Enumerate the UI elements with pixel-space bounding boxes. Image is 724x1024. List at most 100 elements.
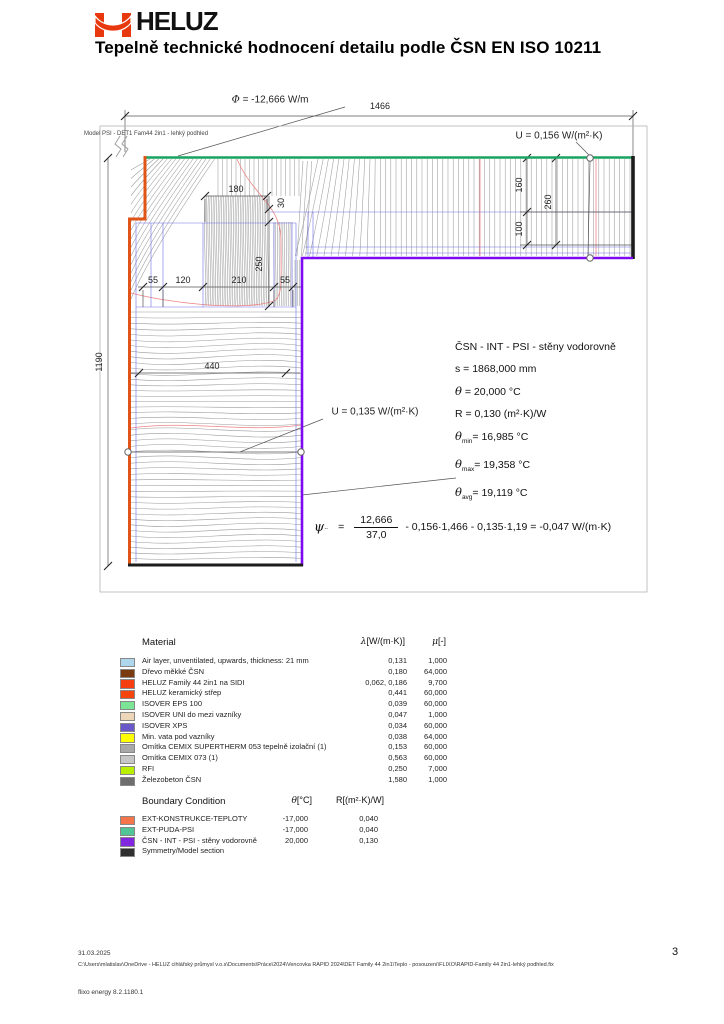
legend-label: EXT-KONSTRUKCE-TEPLOTY	[142, 814, 248, 823]
r-value: 0,040	[359, 824, 378, 834]
material-row: ISOVER UNI do mezi vazníky 0,047 1,000	[118, 710, 458, 721]
legend-swatch	[120, 722, 135, 732]
legend-swatch	[120, 700, 135, 711]
legend-label: ČSN - INT - PSI - stěny vodorovně	[142, 835, 257, 845]
u-value-top: U = 0,156 W/(m²·K)	[515, 130, 603, 142]
info-line: s = 1868,000 mm	[455, 363, 537, 375]
mu-value: 60,000	[424, 699, 447, 709]
legend-label: ISOVER XPS	[142, 720, 188, 730]
material-row: Dřevo měkké ČSN 0,180 64,000	[118, 667, 458, 678]
legend-label: Dřevo měkké ČSN	[142, 666, 205, 676]
info-line: θ = 20,000 °C	[455, 384, 521, 398]
theta-value: 20,000	[285, 835, 308, 845]
lambda-value: 0,180	[388, 666, 407, 676]
legend-label: ISOVER EPS 100	[142, 699, 203, 709]
boundary-row: EXT-KONSTRUKCE-TEPLOTY -17,000 0,040	[118, 814, 388, 825]
boundary-row: Symmetry/Model section	[118, 846, 388, 858]
info-line: R = 0,130 (m²·K)/W	[455, 408, 547, 420]
mu-value: 60,000	[424, 753, 447, 763]
legend-label: Symmetry/Model section	[142, 846, 225, 856]
dimension-lines	[107, 106, 634, 566]
mu-value: 1,000	[428, 774, 447, 784]
lambda-value: 0,039	[388, 699, 407, 709]
lambda-value: 0,153	[388, 742, 407, 752]
material-row: Min. vata pod vazníky 0,038 64,000	[118, 732, 458, 743]
mu-value: 64,000	[424, 731, 447, 741]
legend-swatch	[120, 754, 135, 765]
legend-swatch	[120, 711, 135, 721]
mu-value: 60,000	[424, 742, 447, 752]
footer-file-path: C:\Users\mlatislav\OneDrive - HELUZ cihl…	[78, 962, 554, 968]
lambda-value: 0,131	[388, 656, 407, 665]
measure-node	[124, 448, 132, 456]
legend-label: EXT-PUDA-PSI	[142, 824, 195, 834]
info-line: θmax= 19,358 °C	[455, 457, 531, 474]
lambda-value: 0,062, 0,186	[365, 677, 407, 687]
material-row: ISOVER XPS 0,034 60,000	[118, 721, 458, 732]
boundary-info-block: ČSN - INT - PSI - stěny vodorovně s = 186…	[455, 336, 616, 509]
material-table-title: Material	[142, 637, 176, 648]
lambda-value: 0,441	[388, 688, 407, 698]
dim-250: 250	[254, 256, 264, 272]
lambda-value: 0,563	[388, 753, 407, 763]
measure-node	[586, 154, 594, 162]
info-line: θavg= 19,119 °C	[455, 485, 528, 502]
info-line: ČSN - INT - PSI - stěny vodorovně	[455, 341, 616, 353]
dim-440: 440	[204, 361, 220, 371]
boundary-row: EXT-PUDA-PSI -17,000 0,040	[118, 825, 388, 836]
r-column-header: R[(m²·K)/W]	[336, 795, 384, 805]
legend-swatch	[120, 776, 135, 786]
formula-denominator: 37,0	[366, 528, 387, 541]
material-row: HELUZ keramický střep 0,441 60,000	[118, 688, 458, 700]
dim-1466: 1466	[369, 101, 391, 111]
drawing-frame	[99, 125, 648, 593]
formula-tail: - 0,156·1,466 - 0,135·1,19 = -0,047 W/(m…	[405, 521, 612, 533]
material-row: HELUZ Family 44 2in1 na SIDI 0,062, 0,186…	[118, 678, 458, 689]
legend-swatch	[120, 657, 135, 667]
break-symbol	[114, 135, 129, 158]
mu-value: 7,000	[428, 763, 447, 773]
legend-swatch	[120, 837, 135, 847]
dim-55-left: 55	[147, 275, 159, 285]
material-row: Železobeton ČSN 1,580 1,000	[118, 775, 458, 786]
heluz-logo-icon	[95, 13, 131, 37]
theta-value: -17,000	[282, 824, 308, 834]
boundary-lines	[128, 156, 635, 567]
legend-swatch	[120, 690, 135, 700]
material-row: Omítka CEMIX 073 (1) 0,563 60,000	[118, 753, 458, 765]
mu-value: 9,700	[428, 677, 447, 687]
model-label: Model PSI - DET1 Fam44 2in1 - lehký podh…	[84, 131, 209, 137]
page-title: Tepelně technické hodnocení detailu podl…	[95, 38, 602, 57]
page-number: 3	[672, 946, 679, 958]
psi-formula: ψ.. = 12,666 37,0 - 0,156·1,466 - 0,135·1…	[314, 513, 612, 541]
dim-160: 160	[514, 177, 524, 193]
legend-label: HELUZ Family 44 2in1 na SIDI	[142, 677, 245, 687]
mu-value: 1,000	[428, 656, 447, 665]
legend-swatch	[120, 815, 135, 825]
legend-label: ISOVER UNI do mezi vazníky	[142, 709, 242, 719]
mu-value: 64,000	[424, 666, 447, 676]
legend-label: Omítka CEMIX SUPERTHERM 053 tepelně izol…	[142, 742, 327, 752]
legend-label: Air layer, unventilated, upwards, thickn…	[142, 656, 309, 665]
boundary-row: ČSN - INT - PSI - stěny vodorovně 20,000 0…	[118, 836, 388, 847]
material-row: RFI 0,250 7,000	[118, 764, 458, 775]
heat-flow-annotation: Φ = -12,666 W/m	[231, 94, 309, 106]
measure-node	[297, 448, 305, 456]
lambda-value: 1,580	[388, 774, 407, 784]
material-row: Omítka CEMIX SUPERTHERM 053 tepelně izol…	[118, 742, 458, 754]
footer-app-version: flixo energy 8.2.1180.1	[78, 989, 144, 996]
measure-markers	[124, 154, 594, 456]
legend-swatch	[120, 679, 135, 689]
dim-30: 30	[276, 197, 286, 209]
lambda-column-header: λ[W/(m·K)]	[360, 636, 405, 647]
lambda-value: 0,038	[388, 731, 407, 741]
legend-swatch	[120, 733, 135, 743]
measure-node	[586, 254, 594, 262]
mu-value: 60,000	[424, 720, 447, 730]
info-line: θmin= 16,985 °C	[455, 429, 529, 446]
dim-120: 120	[175, 275, 191, 285]
legend-swatch	[120, 744, 135, 754]
dim-1190: 1190	[94, 352, 104, 372]
lambda-value: 0,034	[388, 720, 407, 730]
